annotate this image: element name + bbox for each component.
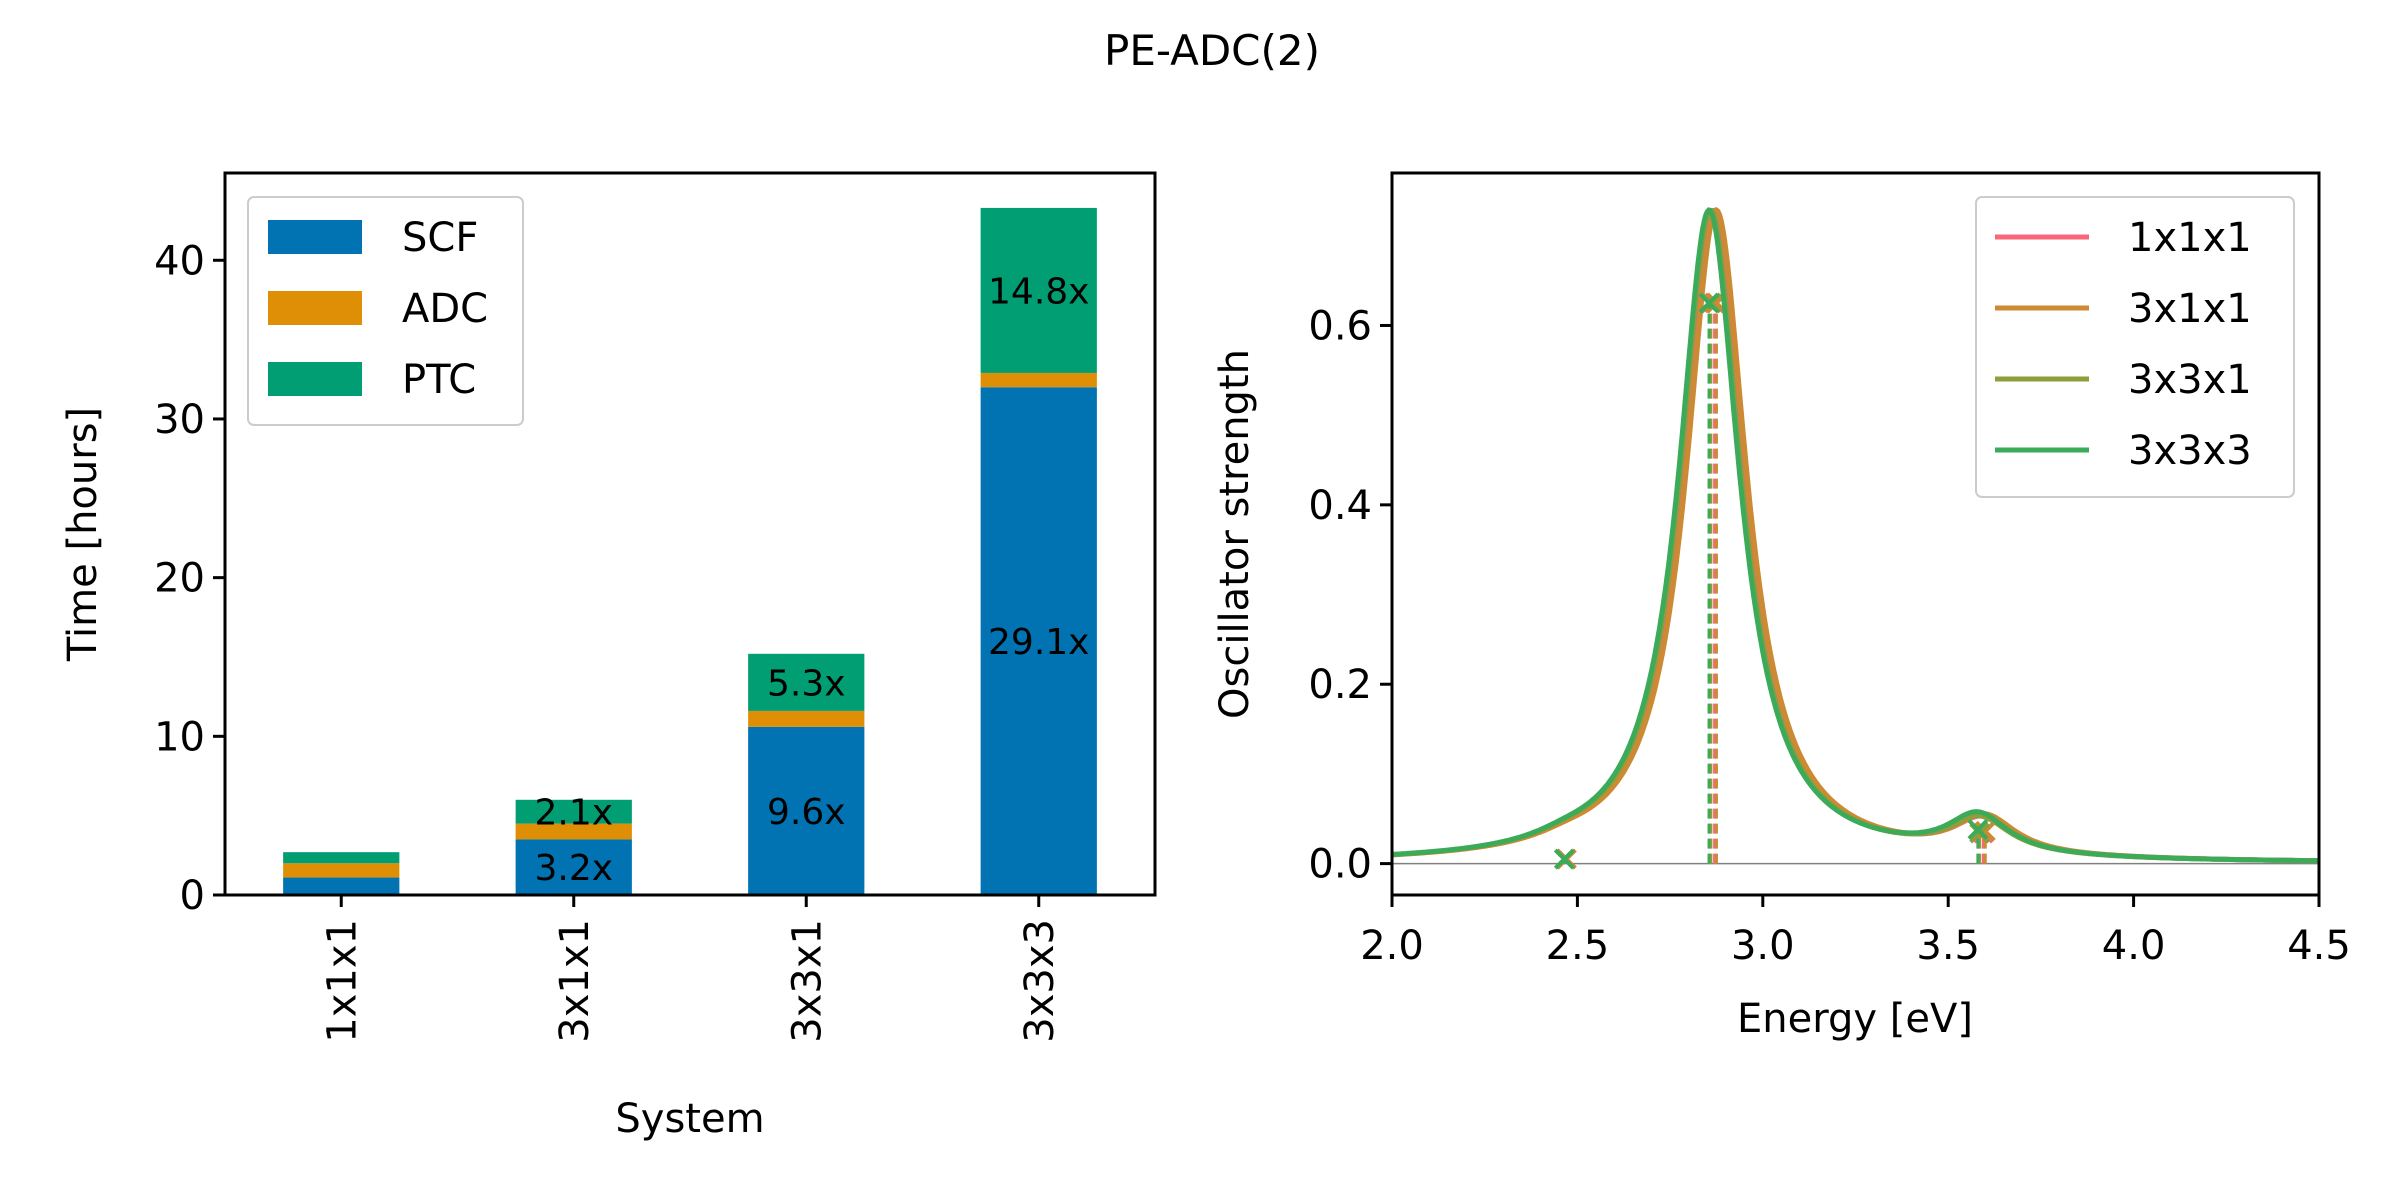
line-marks	[1392, 207, 2319, 870]
bar-annotation-label: 14.8x	[988, 271, 1089, 312]
bar-legend-label-adc: ADC	[402, 286, 488, 332]
line-x-tick-label: 2.5	[1546, 923, 1610, 969]
bar-legend-swatch-adc	[268, 291, 362, 325]
bar-scf-3x1x1	[515, 839, 632, 895]
line-x-axis-ticks: 2.0 2.5 3.0 3.5 4.0 4.5	[1360, 895, 2351, 969]
spectrum-line-3x3x3	[1392, 207, 2319, 864]
bar-scf-1x1x1	[283, 877, 400, 895]
bar-y-tick-label: 0	[180, 873, 205, 919]
bar-annotation-label: 9.6x	[767, 792, 846, 833]
line-legend-label-3x3x1: 3x3x1	[2128, 357, 2252, 403]
line-legend-label-1x1x1: 1x1x1	[2128, 215, 2252, 261]
bar-y-tick-label: 20	[154, 556, 205, 602]
bar-legend-swatch-ptc	[268, 362, 362, 396]
bar-x-axis-ticks: 1x1x1 3x1x1 3x3x1 3x3x3	[319, 895, 1063, 1043]
figure-title: PE-ADC(2)	[1104, 26, 1320, 75]
bar-y-axis-label: Time [hours]	[60, 407, 106, 662]
line-plot-frame	[1390, 171, 2321, 897]
line-x-tick-label: 3.5	[1916, 923, 1980, 969]
stick-marker-3x3x3	[1698, 292, 1720, 314]
bar-adc-1x1x1	[283, 863, 400, 878]
bar-adc-3x1x1	[515, 823, 632, 840]
line-y-axis-ticks: 0.0 0.2 0.4 0.6	[1308, 303, 1392, 888]
line-legend-box	[1975, 196, 2295, 498]
bar-y-tick-label: 40	[154, 238, 205, 284]
bar-adc-3x3x3	[980, 372, 1097, 388]
bar-annotation-label: 5.3x	[767, 663, 846, 704]
line-y-tick-label: 0.4	[1308, 483, 1372, 529]
line-x-tick-label: 2.0	[1360, 923, 1424, 969]
line-x-tick-label: 3.0	[1731, 923, 1795, 969]
bar-x-tick-label: 1x1x1	[319, 919, 365, 1043]
bar-x-tick-label: 3x1x1	[552, 919, 598, 1043]
stacked-bar-chart: 3.2x 2.1x 9.6x 5.3x 29.1x 14.8x 0 10 20 30 40 1x1…	[60, 171, 1157, 1142]
bar-x-tick-label: 3x3x3	[1017, 919, 1063, 1043]
stick-marker-3x3x3	[1967, 819, 1989, 840]
line-x-axis-label: Energy [eV]	[1737, 996, 1973, 1042]
bar-x-axis-label: System	[615, 1096, 764, 1142]
bar-adc-3x3x1	[748, 710, 865, 727]
bar-x-tick-label: 3x3x1	[784, 919, 830, 1043]
line-legend-label-3x3x3: 3x3x3	[2128, 428, 2252, 474]
bar-legend: SCF ADC PTC	[247, 196, 524, 426]
bar-y-axis-ticks: 0 10 20 30 40	[154, 238, 225, 919]
bar-ptc-1x1x1	[283, 852, 400, 864]
stick-marker-3x3x3	[1553, 848, 1575, 870]
line-x-tick-label: 4.5	[2287, 923, 2351, 969]
bar-scf-3x3x3	[980, 387, 1097, 895]
bar-scf-3x3x1	[748, 726, 865, 895]
bar-legend-label-ptc: PTC	[402, 357, 476, 403]
line-y-axis-label: Oscillator strength	[1212, 349, 1258, 719]
bar-legend-swatch-scf	[268, 220, 362, 254]
bar-annotations: 3.2x 2.1x 9.6x 5.3x 29.1x 14.8x	[534, 271, 1089, 889]
bar-legend-label-scf: SCF	[402, 215, 478, 261]
bar-annotation-label: 3.2x	[534, 848, 613, 889]
bar-plot-frame	[223, 171, 1157, 897]
bar-ptc-3x3x3	[980, 207, 1097, 373]
bar-y-tick-label: 10	[154, 714, 205, 760]
line-y-tick-label: 0.0	[1308, 842, 1372, 888]
bar-marks	[283, 207, 1097, 895]
spectrum-line-chart: 0.0 0.2 0.4 0.6 2.0 2.5 3.0 3.5 4.0 4.5 Oscillat…	[1212, 171, 2351, 1042]
line-y-tick-label: 0.2	[1308, 662, 1372, 708]
bar-ptc-3x3x1	[748, 653, 865, 711]
line-legend: 1x1x1 3x1x1 3x3x1 3x3x3	[1975, 196, 2295, 498]
line-x-tick-label: 4.0	[2102, 923, 2166, 969]
bar-y-tick-label: 30	[154, 397, 205, 443]
bar-annotation-label: 29.1x	[988, 622, 1089, 663]
bar-annotation-label: 2.1x	[534, 793, 613, 834]
line-y-tick-label: 0.6	[1308, 303, 1372, 349]
line-legend-label-3x1x1: 3x1x1	[2128, 286, 2252, 332]
bar-ptc-3x1x1	[515, 799, 632, 824]
